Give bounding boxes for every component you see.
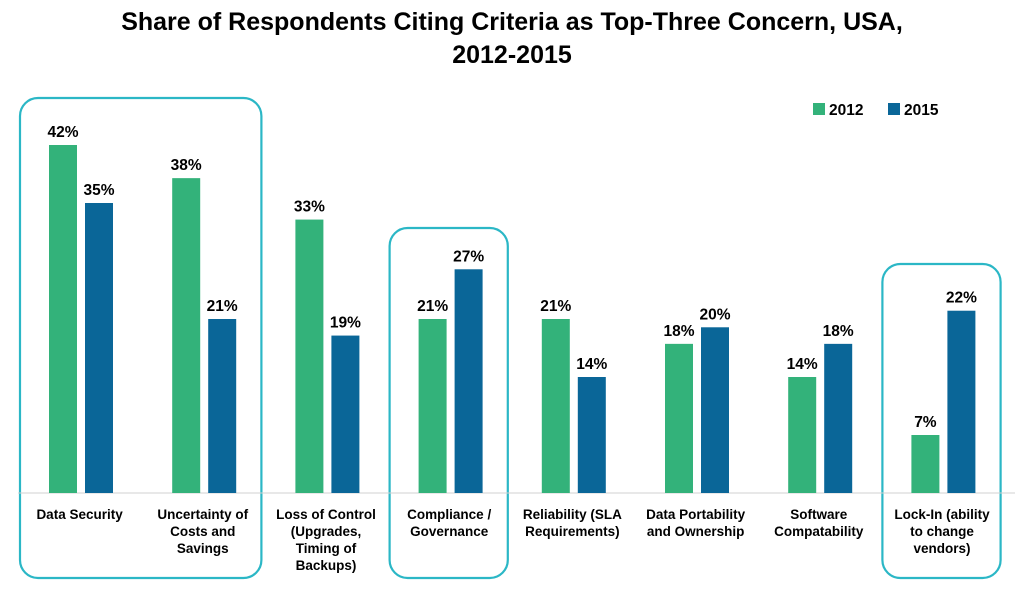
category-label-3-line-1: Loss of Control: [276, 507, 376, 522]
bar-2015-7: [824, 343, 853, 493]
category-label-8-line-2: to change: [910, 524, 974, 539]
data-label-2012-2: 38%: [171, 157, 202, 174]
bar-2012-5: [541, 319, 570, 493]
data-label-2012-7: 14%: [787, 356, 818, 373]
category-label-5-line-1: Reliability (SLA: [523, 507, 622, 522]
data-label-2015-3: 19%: [330, 315, 361, 332]
data-label-2015-7: 18%: [823, 323, 854, 340]
category-label-2-line-3: Savings: [177, 541, 229, 556]
bar-2012-7: [788, 377, 817, 493]
data-label-2012-6: 18%: [663, 323, 694, 340]
bar-2012-1: [49, 145, 77, 493]
legend-label-2015: 2015: [904, 102, 939, 119]
category-label-2-line-2: Costs and: [170, 524, 235, 539]
category-label-6-line-1: Data Portability: [646, 507, 746, 522]
highlight-box-1: [18, 96, 263, 580]
data-label-2012-1: 42%: [47, 124, 78, 141]
bar-2015-5: [577, 377, 606, 493]
bar-2015-6: [701, 327, 729, 493]
highlight-box-2: [388, 226, 509, 580]
category-label-3-line-2: (Upgrades,: [291, 524, 362, 539]
bar-2012-8: [911, 435, 940, 493]
bar-2015-4: [454, 269, 483, 493]
category-label-6-line-2: and Ownership: [647, 524, 745, 539]
bar-2012-4: [418, 319, 447, 493]
data-label-2015-4: 27%: [453, 248, 484, 265]
bar-2015-1: [85, 203, 113, 493]
legend-swatch-2012: [813, 103, 825, 115]
highlight-box-3: [881, 262, 1002, 580]
data-label-2012-8: 7%: [914, 414, 937, 431]
data-label-2012-3: 33%: [294, 199, 325, 216]
category-label-8-line-3: vendors): [913, 541, 970, 556]
data-label-2012-4: 21%: [417, 298, 448, 315]
data-label-2015-5: 14%: [576, 356, 607, 373]
bar-2015-8: [947, 310, 976, 493]
bar-2012-6: [665, 343, 693, 493]
bar-2012-3: [295, 219, 324, 494]
category-label-3-line-4: Backups): [296, 558, 357, 573]
data-label-2012-5: 21%: [540, 298, 571, 315]
chart-title: Share of Respondents Citing Criteria as …: [0, 6, 1024, 72]
category-label-5-line-2: Requirements): [525, 524, 620, 539]
bar-2015-2: [208, 319, 237, 493]
category-label-1-line-1: Data Security: [36, 507, 123, 522]
chart-title-line-1: Share of Respondents Citing Criteria as …: [121, 8, 903, 36]
category-label-7-line-2: Compatability: [774, 524, 864, 539]
category-label-8-line-1: Lock-In (ability: [894, 507, 990, 522]
chart-title-line-2: 2012-2015: [452, 41, 572, 69]
data-label-2015-6: 20%: [699, 306, 730, 323]
category-label-7-line-1: Software: [790, 507, 848, 522]
legend-label-2012: 2012: [829, 102, 863, 119]
bar-2012-2: [172, 178, 201, 493]
data-label-2015-2: 21%: [207, 298, 238, 315]
category-label-4-line-2: Governance: [410, 524, 489, 539]
category-label-3-line-3: Timing of: [296, 541, 357, 556]
data-label-2015-1: 35%: [83, 182, 114, 199]
legend-swatch-2015: [888, 103, 900, 115]
data-label-2015-8: 22%: [946, 290, 977, 307]
bar-2015-3: [331, 335, 360, 493]
category-label-4-line-1: Compliance /: [407, 507, 491, 522]
category-label-2-line-1: Uncertainty of: [157, 507, 248, 522]
